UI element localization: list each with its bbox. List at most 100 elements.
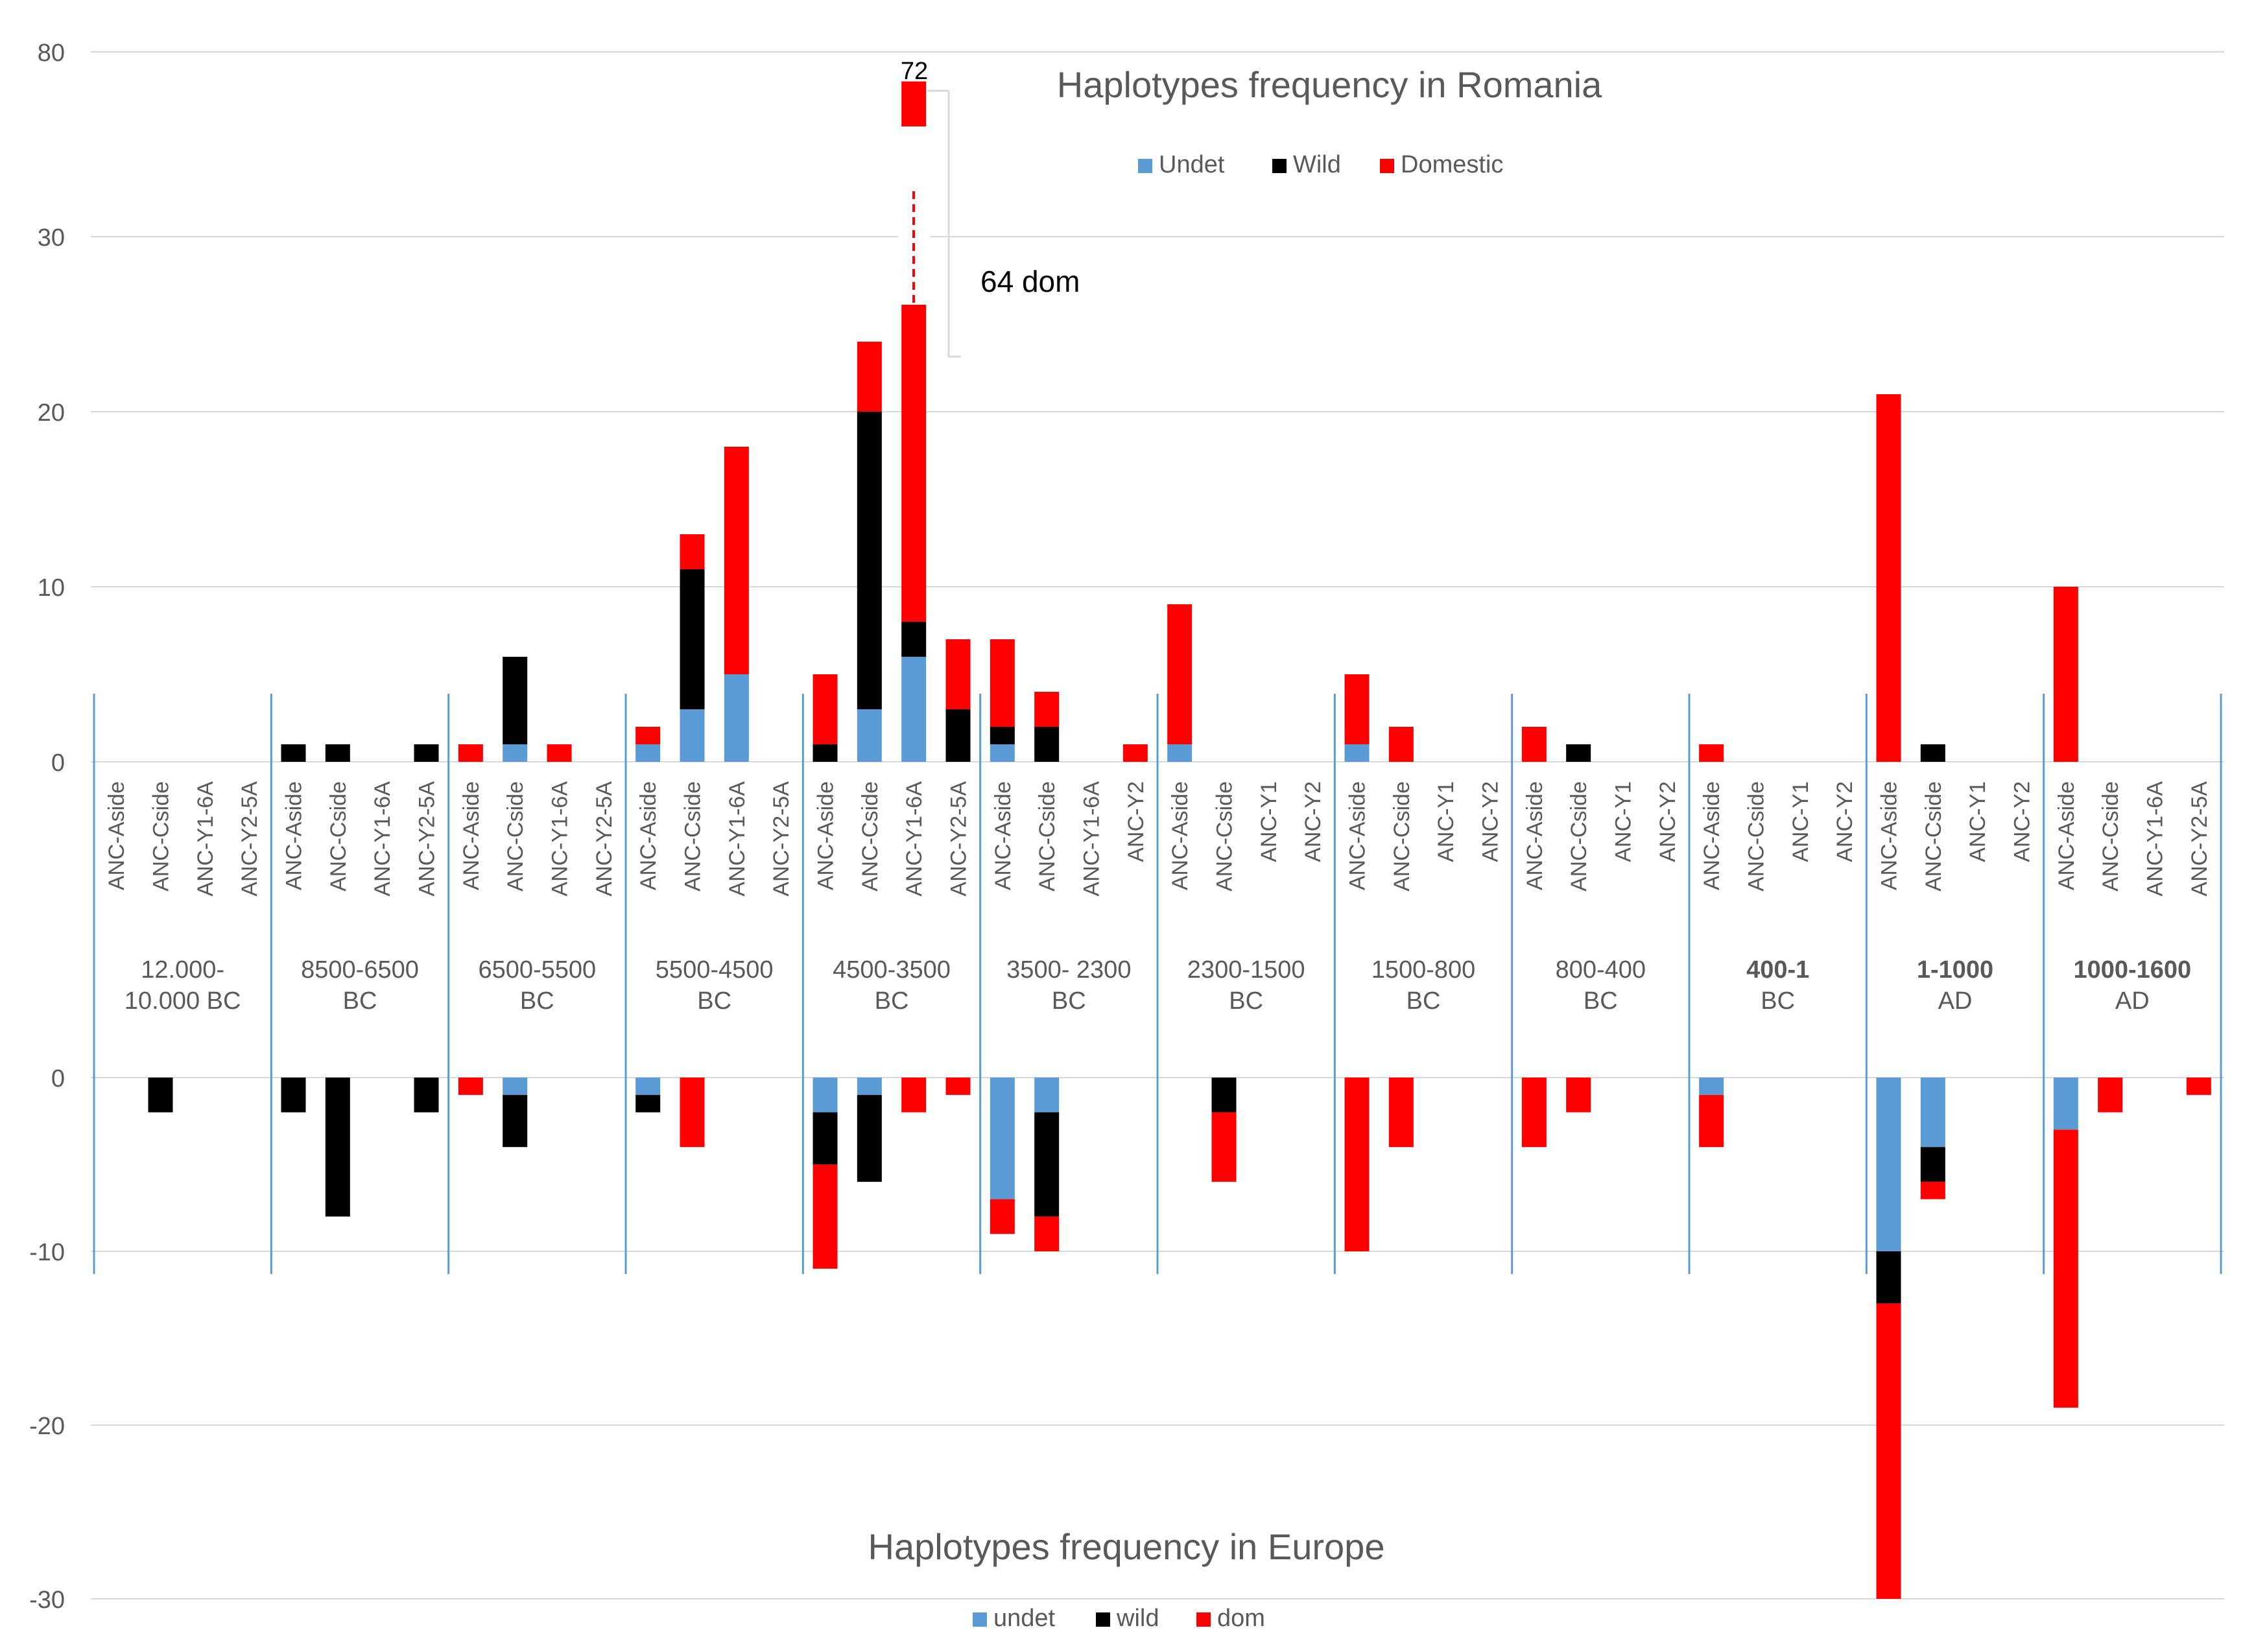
- romania-bar-undet: [680, 709, 705, 762]
- category-label: ANC-Cside: [858, 781, 883, 891]
- legend-domestic-swatch: [1380, 159, 1394, 173]
- category-label: ANC-Y1: [1965, 781, 1990, 862]
- romania-bar-wild: [1566, 744, 1591, 762]
- romania-bar-undet: [990, 744, 1015, 762]
- category-label: ANC-Cside: [1035, 781, 1060, 891]
- category-label: ANC-Cside: [1921, 781, 1946, 891]
- europe-bar-undet: [635, 1078, 661, 1095]
- period-label: 1000-1600: [2073, 956, 2191, 984]
- romania-bar-undet: [724, 674, 749, 762]
- category-label: ANC-Aside: [282, 781, 307, 890]
- category-label: ANC-Y2: [1656, 781, 1680, 862]
- period-label: 6500-5500: [478, 956, 596, 984]
- romania-bar-wild: [1034, 727, 1060, 762]
- europe-bar-dom: [901, 1078, 927, 1113]
- romania-bar-dom: [857, 342, 882, 412]
- romania-bar-dom: [1122, 744, 1148, 762]
- romania-bar-dom: [1876, 394, 1901, 762]
- period-label: BC: [697, 987, 731, 1015]
- category-label: ANC-Y1: [1257, 781, 1281, 862]
- category-label: ANC-Aside: [459, 781, 484, 890]
- annotation-bracket: [927, 89, 961, 358]
- romania-y-tick-label: 30: [38, 224, 65, 252]
- romania-bar-dom: [1388, 727, 1414, 762]
- europe-bar-undet: [1920, 1078, 1945, 1148]
- period-label: 4500-3500: [833, 956, 951, 984]
- period-label: BC: [1052, 987, 1086, 1015]
- europe-bar-undet: [2053, 1078, 2078, 1130]
- romania-bar-undet: [857, 709, 882, 762]
- romania-bar-dom: [635, 727, 661, 744]
- category-label: ANC-Y2-5A: [237, 781, 262, 897]
- europe-bar-undet: [1876, 1078, 1901, 1251]
- europe-chart-title: Haplotypes frequency in Europe: [868, 1526, 1385, 1567]
- period-label: 5500-4500: [656, 956, 774, 984]
- period-label: 400-1: [1746, 956, 1809, 984]
- category-label: ANC-Aside: [1523, 781, 1547, 890]
- europe-legend: undet wild dom: [973, 1605, 1265, 1632]
- romania-bar-undet: [901, 657, 927, 762]
- category-label: ANC-Aside: [1700, 781, 1724, 890]
- legend-undet-label: Undet: [1159, 151, 1225, 178]
- bar-marks: [148, 81, 2211, 1599]
- romania-bar-dom: [1344, 674, 1370, 744]
- europe-bar-dom: [1388, 1078, 1414, 1148]
- category-label: ANC-Y2: [1833, 781, 1857, 862]
- annotation-dom-count: 64 dom: [980, 265, 1080, 298]
- legend-undet-label: undet: [993, 1605, 1056, 1632]
- period-label: 2300-1500: [1187, 956, 1305, 984]
- category-label: ANC-Y1-6A: [2143, 781, 2168, 897]
- legend-dom-swatch: [1196, 1612, 1211, 1627]
- category-label: ANC-Y2: [1124, 781, 1148, 862]
- category-label: ANC-Cside: [1390, 781, 1414, 891]
- europe-bar-wild: [1876, 1251, 1901, 1304]
- europe-bar-dom: [458, 1078, 483, 1095]
- category-label: ANC-Y1-6A: [902, 781, 927, 897]
- europe-y-tick-label: 0: [51, 1065, 65, 1092]
- legend-domestic-label: Domestic: [1401, 151, 1503, 178]
- romania-bar-dom: [1034, 692, 1060, 727]
- romania-bar-dom: [990, 639, 1015, 727]
- europe-bar-dom: [2053, 1129, 2078, 1408]
- category-label: ANC-Cside: [1213, 781, 1237, 891]
- period-label: BC: [1406, 987, 1441, 1015]
- europe-bar-undet: [857, 1078, 882, 1095]
- period-label: BC: [1584, 987, 1618, 1015]
- category-label: ANC-Aside: [814, 781, 838, 890]
- romania-bar-undet: [1167, 744, 1193, 762]
- romania-bar-wild: [857, 412, 882, 709]
- category-label: ANC-Y1-6A: [725, 781, 750, 897]
- europe-bar-dom: [2098, 1078, 2123, 1113]
- europe-y-tick-label: -20: [29, 1413, 65, 1440]
- category-label: ANC-Cside: [1744, 781, 1769, 891]
- romania-bar-wild: [945, 709, 971, 762]
- romania-y-tick-label: 0: [51, 749, 65, 777]
- romania-bar-wild: [414, 744, 439, 762]
- legend-undet-swatch: [1138, 159, 1152, 173]
- europe-bar-undet: [1034, 1078, 1060, 1113]
- romania-bar-undet: [1344, 744, 1370, 762]
- romania-bar-dom: [547, 744, 572, 762]
- category-label: ANC-Cside: [326, 781, 351, 891]
- romania-bar-wild: [813, 744, 838, 762]
- category-label: ANC-Y1-6A: [548, 781, 573, 897]
- period-label: BC: [875, 987, 909, 1015]
- europe-bar-wild: [1211, 1078, 1237, 1113]
- legend-undet-swatch: [973, 1612, 987, 1627]
- romania-bar-dom: [2053, 587, 2078, 762]
- period-label: 1500-800: [1371, 956, 1476, 984]
- romania-bar-dom: [813, 674, 838, 744]
- europe-bar-wild: [325, 1078, 350, 1217]
- period-label: 12.000-: [141, 956, 224, 984]
- romania-bar-dom: [458, 744, 483, 762]
- category-label: ANC-Y2: [1301, 781, 1325, 862]
- period-label: 3500- 2300: [1006, 956, 1131, 984]
- europe-bar-undet: [503, 1078, 528, 1095]
- legend-wild-swatch: [1272, 159, 1287, 173]
- europe-bar-wild: [635, 1094, 661, 1113]
- period-label: 1-1000: [1917, 956, 1993, 984]
- category-label: ANC-Y1-6A: [370, 781, 395, 897]
- category-label: ANC-Cside: [149, 781, 174, 891]
- romania-bar-wild: [281, 744, 306, 762]
- romania-bar-wild: [990, 727, 1015, 744]
